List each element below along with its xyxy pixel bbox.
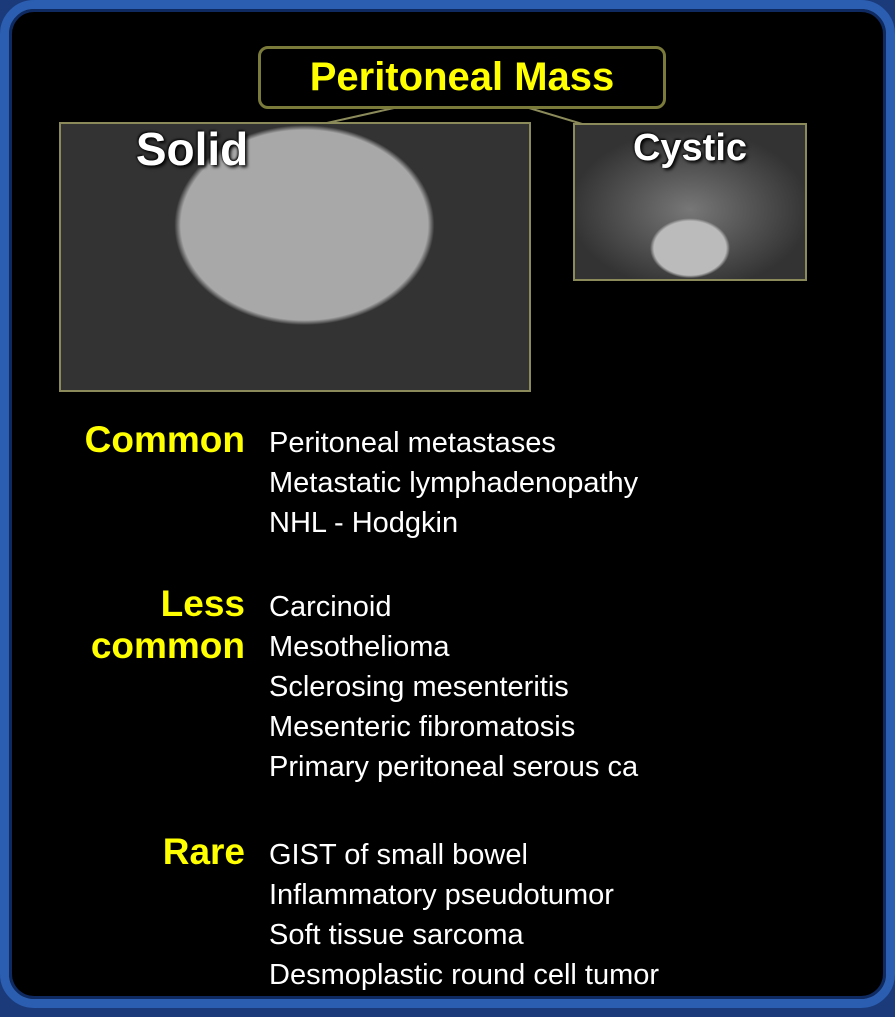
item: Carcinoid [269,591,392,623]
item: Mesothelioma [269,631,450,663]
image-label: Solid [135,123,249,175]
group-label: Less common [90,583,245,666]
item: Sclerosing mesenteritis [269,671,569,703]
ct-image: Cystic [573,123,807,281]
item: GIST of small bowel [269,839,528,871]
item: Metastatic lymphadenopathy [269,467,639,499]
title: Peritoneal Mass [258,46,666,109]
item: Inflammatory pseudotumor [269,879,614,911]
item: Peritoneal metastases [269,427,556,459]
ct-image: Solid [59,122,531,392]
item-list: Peritoneal metastases Metastatic lymphade… [269,423,638,543]
item-list: Carcinoid Mesothelioma Sclerosing mesenter… [269,587,638,787]
item: Mesenteric fibromatosis [269,711,576,743]
item: Primary peritoneal serous ca [269,751,639,783]
item: Soft tissue sarcoma [269,919,524,951]
image-label: Cystic [632,127,748,169]
item-list: GIST of small bowel Inflammatory pseudotu… [269,835,659,995]
item: NHL - Hodgkin [269,507,459,539]
group-label: Common [84,419,245,460]
item: Desmoplastic round cell tumor [269,959,660,991]
group-label: Rare [162,831,245,872]
